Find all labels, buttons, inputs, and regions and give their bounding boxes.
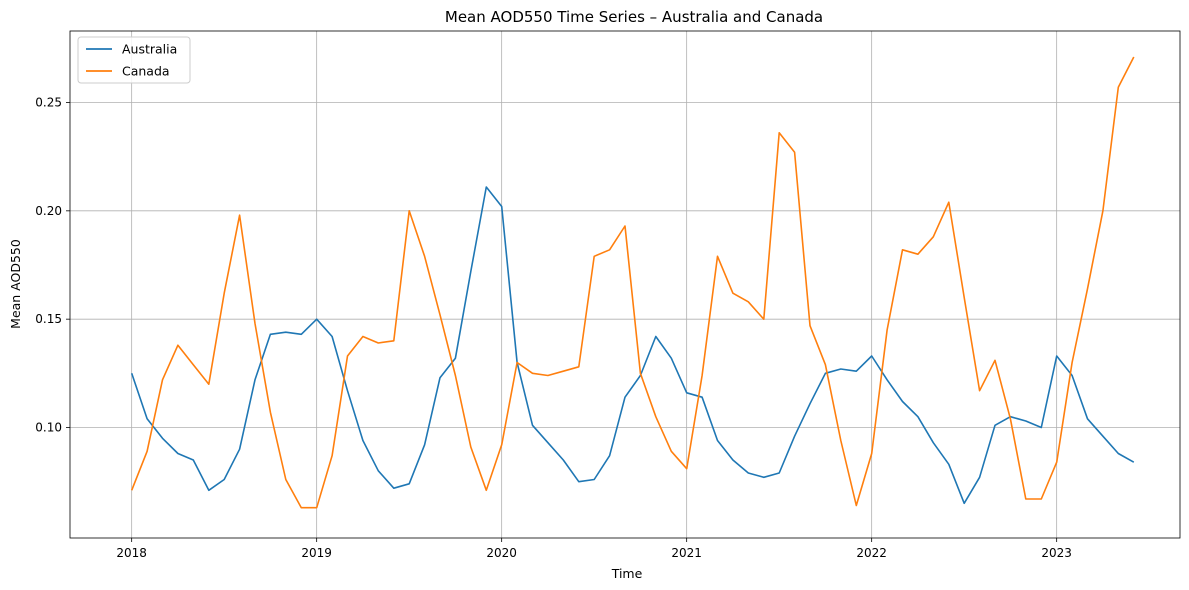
y-tick-label: 0.15 bbox=[35, 312, 62, 326]
chart-title: Mean AOD550 Time Series – Australia and … bbox=[445, 8, 823, 26]
y-axis-label: Mean AOD550 bbox=[8, 239, 23, 329]
y-tick-label: 0.25 bbox=[35, 96, 62, 110]
x-tick-label: 2023 bbox=[1041, 546, 1072, 560]
y-tick-label: 0.20 bbox=[35, 204, 62, 218]
legend-label-australia: Australia bbox=[122, 42, 177, 57]
plot-frame bbox=[69, 30, 1181, 539]
legend-label-canada: Canada bbox=[122, 64, 170, 79]
grid bbox=[70, 31, 1180, 538]
legend: Australia Canada bbox=[77, 36, 191, 84]
x-tick-label: 2020 bbox=[486, 546, 517, 560]
series-line-canada bbox=[130, 56, 1135, 509]
x-tick-label: 2022 bbox=[856, 546, 887, 560]
series-layer bbox=[130, 56, 1135, 509]
y-axis-ticks: 0.10 0.15 0.20 0.25 bbox=[35, 96, 70, 435]
x-tick-label: 2018 bbox=[116, 546, 147, 560]
series-line-australia bbox=[130, 186, 1135, 505]
y-tick-label: 0.10 bbox=[35, 421, 62, 435]
x-tick-label: 2021 bbox=[671, 546, 702, 560]
x-axis-label: Time bbox=[611, 566, 643, 581]
x-tick-label: 2019 bbox=[301, 546, 332, 560]
x-axis-ticks: 2018 2019 2020 2021 2022 2023 bbox=[116, 538, 1072, 560]
